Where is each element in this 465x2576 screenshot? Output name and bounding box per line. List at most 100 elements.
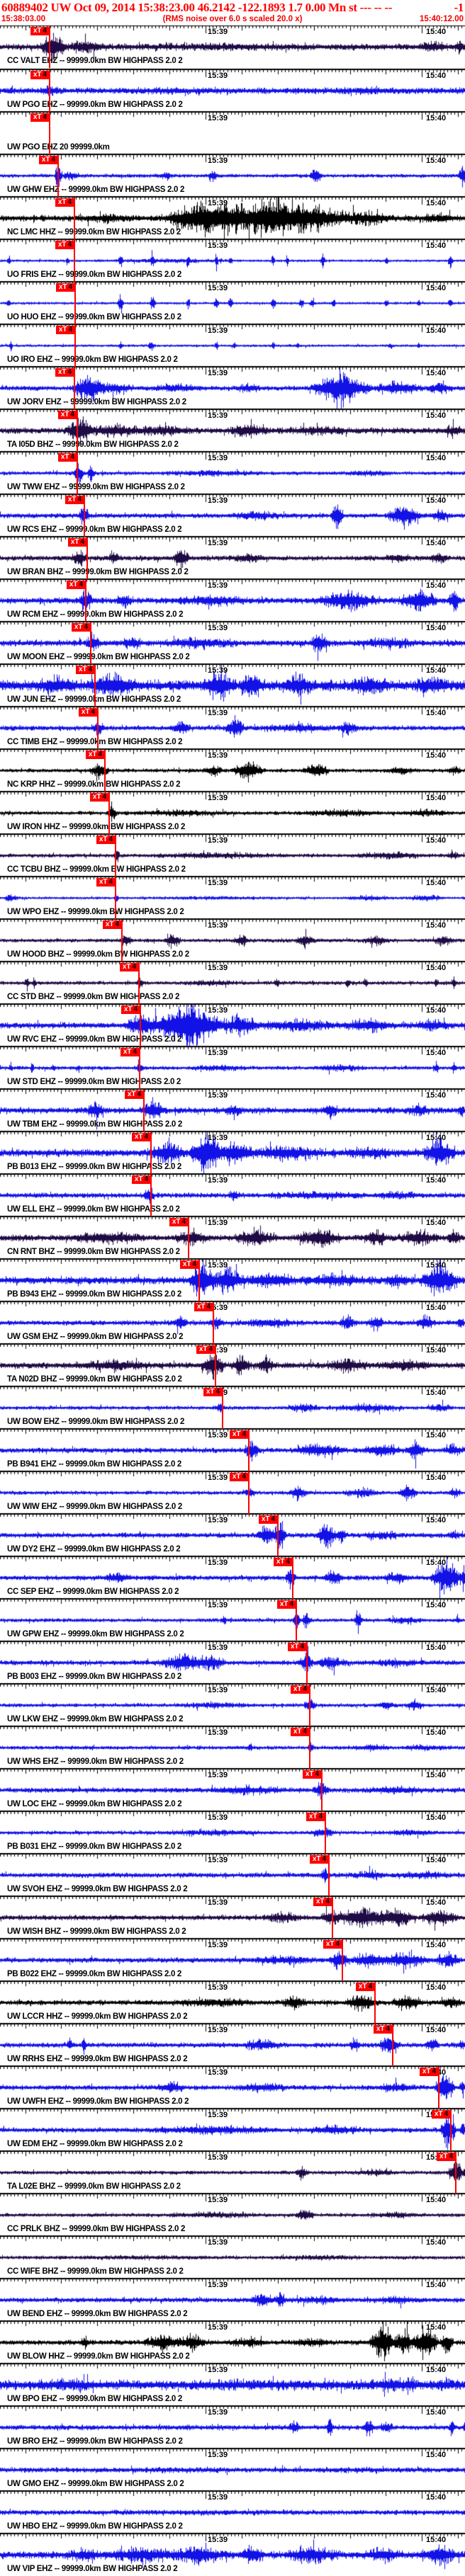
pick-time-line[interactable] <box>248 1472 250 1514</box>
phase-pick-flag[interactable]: xT 4 <box>437 2153 456 2161</box>
phase-pick-flag[interactable]: xT 4 <box>58 453 77 462</box>
trace-row-UW-BRO[interactable]: 15:39 15:40 UW BRO EHZ -- 99999.0km BW HIG… <box>0 2406 465 2449</box>
phase-pick-flag[interactable]: xT 4 <box>79 708 98 717</box>
trace-row-UW-BPO[interactable]: 15:39 15:40 UW BPO EHZ -- 99999.0km BW HIG… <box>0 2364 465 2406</box>
pick-time-line[interactable] <box>85 580 86 622</box>
trace-row-UW-RCM[interactable]: 15:39 15:40 xT 4 UW RCM EHZ -- 99999.0km BW … <box>0 579 465 622</box>
pick-time-line[interactable] <box>332 1897 333 1939</box>
phase-pick-flag[interactable]: xT 4 <box>76 666 95 674</box>
trace-row-CC-TCBU[interactable]: 15:39 15:40 xT 4 CC TCBU BHZ -- 99999.0km BW… <box>0 834 465 877</box>
phase-pick-flag[interactable]: xT 4 <box>230 1473 249 1481</box>
pick-time-line[interactable] <box>213 1302 214 1344</box>
phase-pick-flag[interactable]: xT 4 <box>291 1728 310 1736</box>
trace-row-UO-HUO[interactable]: 15:39 15:40 xT 4 UO HUO EHZ -- 99999.0km BW … <box>0 282 465 324</box>
pick-time-line[interactable] <box>77 410 78 452</box>
trace-row-UW-LOC[interactable]: 15:39 15:40 xT 4 UW LOC EHZ -- 99999.0km BW … <box>0 1769 465 1811</box>
pick-time-line[interactable] <box>292 1557 293 1599</box>
pick-time-line[interactable] <box>188 1217 189 1259</box>
pick-time-line[interactable] <box>104 750 106 792</box>
phase-pick-flag[interactable]: xT 4 <box>420 2068 439 2076</box>
pick-time-line[interactable] <box>140 1005 141 1047</box>
trace-row-UW-STD[interactable]: 15:39 15:40 xT 4 UW STD EHZ -- 99999.0km BW … <box>0 1047 465 1089</box>
pick-time-line[interactable] <box>121 920 123 962</box>
phase-pick-flag[interactable]: xT 4 <box>68 538 87 547</box>
pick-time-line[interactable] <box>115 835 116 877</box>
trace-row-TA-N02D[interactable]: 15:39 15:40 xT 4 TA N02D BHZ -- 99999.0km BW… <box>0 1344 465 1386</box>
phase-pick-flag[interactable]: xT 4 <box>86 751 105 759</box>
phase-pick-flag[interactable]: xT 4 <box>180 1260 199 1269</box>
pick-time-line[interactable] <box>325 1812 326 1854</box>
trace-row-UW-HBO[interactable]: 15:39 15:40 UW HBO EHZ -- 99999.0km BW HIG… <box>0 2491 465 2534</box>
pick-time-line[interactable] <box>306 1642 308 1684</box>
trace-row-PB-B013[interactable]: 15:39 15:40 xT 4 PB B013 EHZ -- 99999.0km BW… <box>0 1132 465 1174</box>
trace-row-UW-WIW[interactable]: 15:39 15:40 xT 4 UW WIW EHZ -- 99999.0km BW … <box>0 1471 465 1514</box>
trace-row-TA-I05D[interactable]: 15:39 15:40 xT 4 TA I05D BHZ -- 99999.0km BW… <box>0 409 465 452</box>
pick-time-line[interactable] <box>139 1047 140 1089</box>
trace-row-CC-STD[interactable]: 15:39 15:40 xT 4 CC STD BHZ -- 99999.0km BW … <box>0 962 465 1004</box>
trace-row-NC-KRP[interactable]: 15:39 15:40 xT 4 NC KRP HHZ -- 99999.0km BW … <box>0 749 465 792</box>
trace-row-UW-DY2[interactable]: 15:39 15:40 xT 4 UW DY2 EHZ -- 99999.0km BW … <box>0 1514 465 1556</box>
trace-row-CC-PRLK[interactable]: 15:39 15:40 CC PRLK BHZ -- 99999.0km BW HI… <box>0 2194 465 2236</box>
phase-pick-flag[interactable]: xT 4 <box>67 581 86 589</box>
pick-time-line[interactable] <box>450 2109 452 2151</box>
pick-time-line[interactable] <box>86 537 88 579</box>
pick-time-line[interactable] <box>321 1769 323 1811</box>
phase-pick-flag[interactable]: xT 4 <box>169 1218 189 1226</box>
trace-row-UW-PGO[interactable]: 15:39 15:40 xT 4 UW PGO EHZ 20 99999.0km <box>0 112 465 154</box>
phase-pick-flag[interactable]: xT 4 <box>277 1600 296 1609</box>
phase-pick-flag[interactable]: xT 4 <box>56 326 75 334</box>
trace-row-CC-VALT[interactable]: 15:39 15:40 xT 4 CC VALT EHZ -- 99999.0km BW… <box>0 25 465 68</box>
pick-time-line[interactable] <box>150 1132 152 1174</box>
pick-time-line[interactable] <box>97 707 99 749</box>
trace-row-UO-FRIS[interactable]: 15:39 15:40 xT 4 UO FRIS EHZ -- 99999.0km BW… <box>0 239 465 282</box>
trace-row-UW-PGO[interactable]: 15:39 15:40 xT 4 UW PGO EHZ -- 99999.0km BW … <box>0 69 465 112</box>
phase-pick-flag[interactable]: xT 4 <box>288 1643 307 1651</box>
pick-time-line[interactable] <box>374 1982 376 2024</box>
phase-pick-flag[interactable]: xT 4 <box>30 27 50 35</box>
trace-row-PB-B031[interactable]: 15:39 15:40 xT 4 PB B031 EHZ -- 99999.0km BW… <box>0 1811 465 1854</box>
phase-pick-flag[interactable]: xT 4 <box>306 1813 325 1821</box>
phase-pick-flag[interactable]: xT 4 <box>374 2025 393 2034</box>
pick-time-line[interactable] <box>74 240 75 282</box>
trace-row-PB-B943[interactable]: 15:39 15:40 xT 4 PB B943 EHZ -- 99999.0km BW… <box>0 1259 465 1301</box>
phase-pick-flag[interactable]: xT 4 <box>72 623 91 632</box>
phase-pick-flag[interactable]: xT 4 <box>121 1048 140 1056</box>
pick-time-line[interactable] <box>49 26 50 68</box>
pick-time-line[interactable] <box>296 1600 297 1641</box>
pick-time-line[interactable] <box>49 113 50 154</box>
trace-row-UW-HOOD[interactable]: 15:39 15:40 xT 4 UW HOOD BHZ -- 99999.0km BW… <box>0 919 465 962</box>
pick-time-line[interactable] <box>309 1727 310 1769</box>
pick-time-line[interactable] <box>74 198 75 239</box>
trace-row-UW-TBM[interactable]: 15:39 15:40 xT 4 UW TBM EHZ -- 99999.0km BW … <box>0 1089 465 1132</box>
pick-time-line[interactable] <box>455 2152 456 2194</box>
pick-time-line[interactable] <box>115 877 116 919</box>
pick-time-line[interactable] <box>248 1430 250 1471</box>
phase-pick-flag[interactable]: xT 4 <box>30 113 50 122</box>
trace-row-CC-TIMB[interactable]: 15:39 15:40 xT 4 CC TIMB EHZ -- 99999.0km BW… <box>0 707 465 749</box>
trace-row-PB-B941[interactable]: 15:39 15:40 xT 4 PB B941 EHZ -- 99999.0km BW… <box>0 1429 465 1471</box>
phase-pick-flag[interactable]: xT 4 <box>103 921 122 929</box>
phase-pick-flag[interactable]: xT 4 <box>90 793 109 802</box>
trace-row-UW-LCCR[interactable]: 15:39 15:40 xT 4 UW LCCR HHZ -- 99999.0km BW… <box>0 1981 465 2024</box>
trace-row-UW-BRAN[interactable]: 15:39 15:40 xT 4 UW BRAN BHZ -- 99999.0km BW… <box>0 537 465 579</box>
pick-time-line[interactable] <box>309 1685 310 1726</box>
trace-row-UW-RCS[interactable]: 15:39 15:40 xT 4 UW RCS EHZ -- 99999.0km BW … <box>0 494 465 537</box>
pick-time-line[interactable] <box>84 495 85 537</box>
phase-pick-flag[interactable]: xT 4 <box>259 1515 278 1524</box>
trace-row-UW-VIP[interactable]: 15:39 15:40 UW VIP EHZ -- 99999.0km BW HIG… <box>0 2534 465 2576</box>
phase-pick-flag[interactable]: xT 4 <box>310 1855 329 1864</box>
trace-row-UW-WISH[interactable]: 15:39 15:40 xT 4 UW WISH BHZ -- 99999.0km BW… <box>0 1896 465 1939</box>
trace-row-UW-GPW[interactable]: 15:39 15:40 xT 4 UW GPW EHZ -- 99999.0km BW … <box>0 1599 465 1641</box>
trace-row-UW-LKW[interactable]: 15:39 15:40 xT 4 UW LKW EHZ -- 99999.0km BW … <box>0 1684 465 1726</box>
trace-row-CN-RNT[interactable]: 15:39 15:40 xT 4 CN RNT BHZ -- 99999.0km BW … <box>0 1216 465 1259</box>
phase-pick-flag[interactable]: xT 4 <box>58 411 77 419</box>
trace-row-UW-BEND[interactable]: 15:39 15:40 UW BEND EHZ -- 99999.0km BW HI… <box>0 2279 465 2321</box>
phase-pick-flag[interactable]: xT 4 <box>313 1898 332 1906</box>
pick-time-line[interactable] <box>108 792 110 834</box>
phase-pick-flag[interactable]: xT 4 <box>55 368 74 377</box>
trace-row-UW-TWW[interactable]: 15:39 15:40 xT 4 UW TWW EHZ -- 99999.0km BW … <box>0 452 465 494</box>
